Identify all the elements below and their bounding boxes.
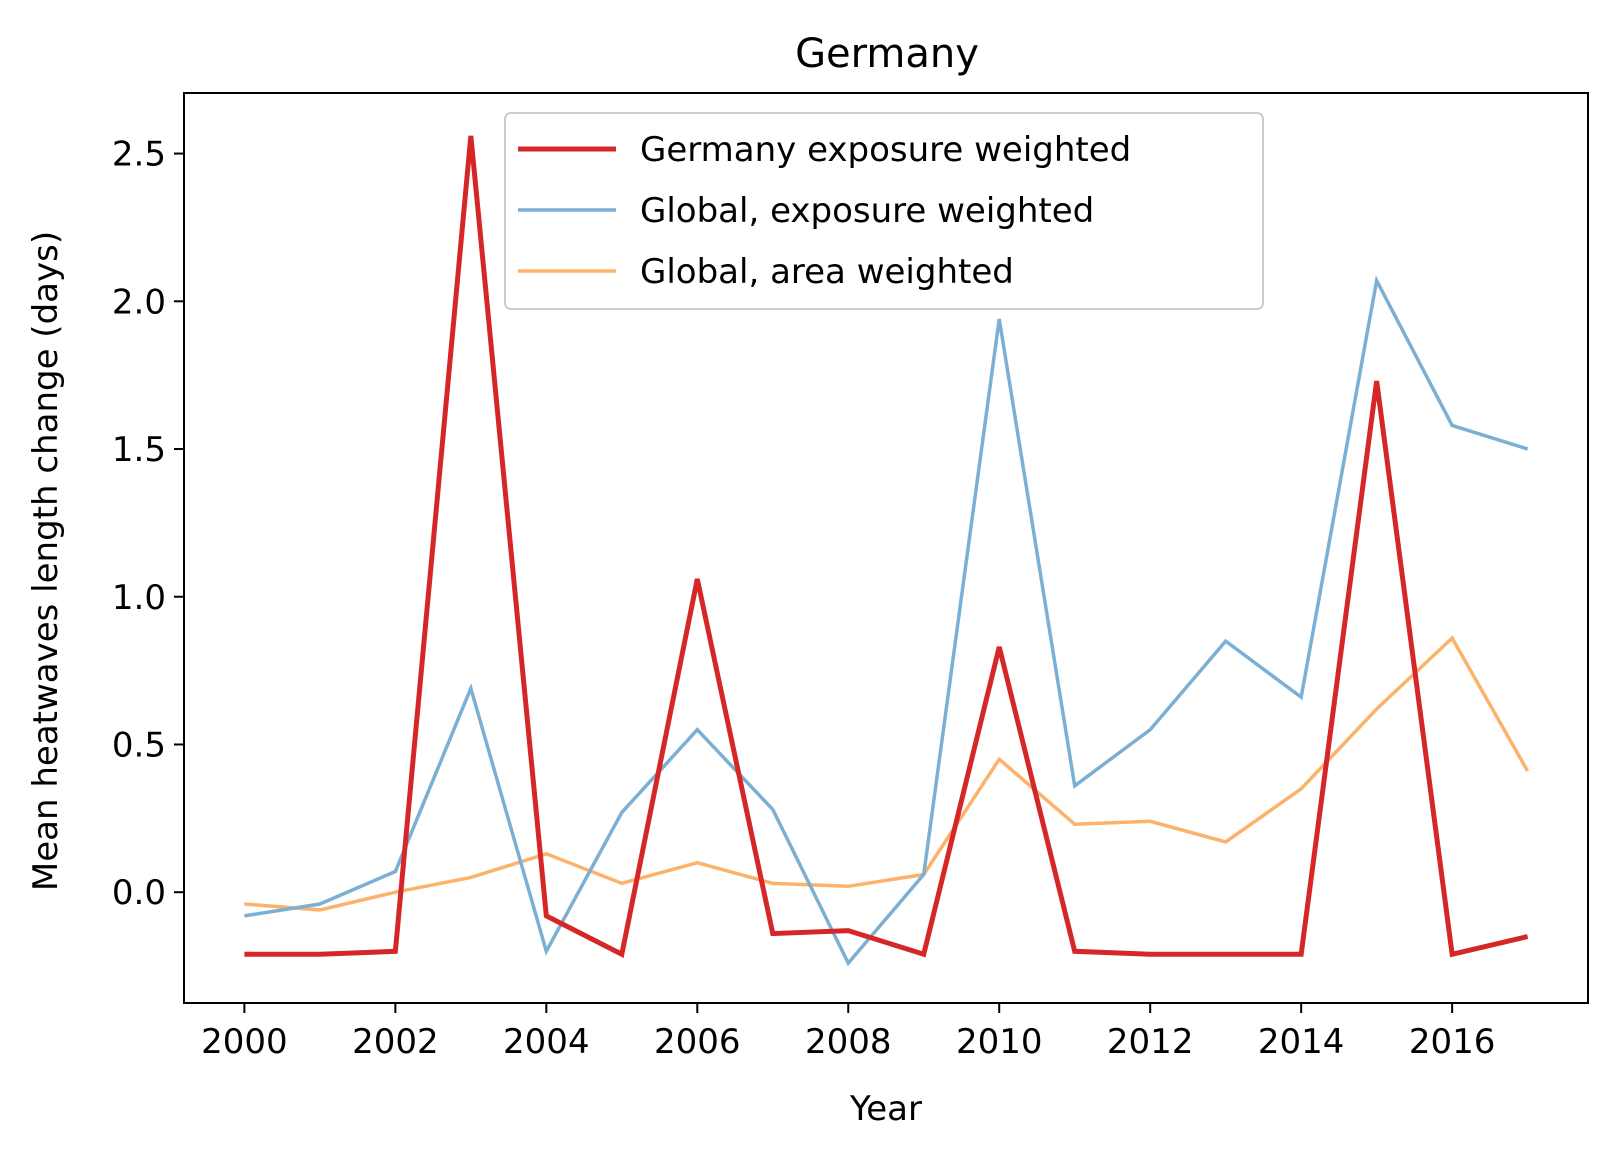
- series-line-1: [244, 275, 1529, 967]
- plot-area: [183, 92, 1589, 1004]
- y-axis-label: Mean heatwaves length change (days): [26, 231, 66, 891]
- x-axis-label: Year: [849, 1089, 922, 1129]
- x-tick-label: 2006: [654, 1022, 741, 1062]
- x-tick-label: 2010: [956, 1022, 1043, 1062]
- legend-label: Global, area weighted: [640, 252, 1014, 292]
- y-tick-label: 1.0: [112, 578, 166, 618]
- y-tick-label: 0.0: [112, 873, 166, 913]
- plot-frame: [183, 92, 1589, 1004]
- series-layer: [244, 135, 1530, 967]
- x-tick-label: 2012: [1107, 1022, 1194, 1062]
- legend: Germany exposure weighted Global, exposur…: [504, 112, 1264, 310]
- legend-label: Germany exposure weighted: [640, 130, 1131, 170]
- x-tick-label: 2014: [1258, 1022, 1345, 1062]
- x-tick-label: 2002: [352, 1022, 439, 1062]
- y-tick-label: 2.5: [112, 135, 166, 175]
- series-line-0: [244, 135, 1529, 958]
- legend-label: Global, exposure weighted: [640, 191, 1094, 231]
- y-axis: 0.0 0.5 1.0 1.5 2.0 2.5: [112, 135, 184, 913]
- x-tick-label: 2008: [805, 1022, 892, 1062]
- x-tick-label: 2000: [201, 1022, 288, 1062]
- legend-entries: Germany exposure weighted Global, exposur…: [518, 130, 1131, 292]
- legend-box: [504, 112, 1264, 310]
- y-tick-label: 1.5: [112, 430, 166, 470]
- y-tick-label: 0.5: [112, 725, 166, 765]
- x-tick-label: 2016: [1409, 1022, 1496, 1062]
- y-tick-label: 2.0: [112, 282, 166, 322]
- x-tick-label: 2004: [503, 1022, 590, 1062]
- series-line-2: [244, 635, 1530, 912]
- x-axis: 2000 2002 2004 2006 2008 2010 2012 2014 2016: [201, 1003, 1495, 1062]
- chart-title: Germany: [795, 31, 979, 77]
